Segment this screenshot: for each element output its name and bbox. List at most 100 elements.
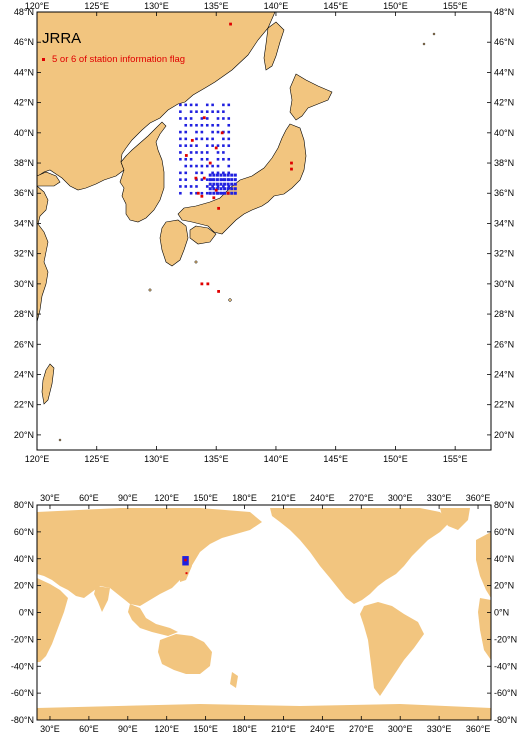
station-marker bbox=[200, 110, 204, 113]
station-marker bbox=[195, 144, 198, 147]
station-marker bbox=[200, 137, 204, 141]
station-marker bbox=[230, 178, 234, 182]
y-tick-label: 20°N bbox=[494, 430, 514, 440]
station-marker bbox=[189, 151, 193, 154]
station-marker bbox=[205, 157, 209, 161]
station-marker bbox=[189, 164, 193, 168]
y-tick-label: 32°N bbox=[494, 249, 514, 259]
station-marker bbox=[200, 178, 204, 181]
station-marker bbox=[216, 123, 220, 127]
station-marker bbox=[211, 185, 214, 188]
station-marker bbox=[195, 103, 198, 107]
station-marker bbox=[179, 130, 182, 134]
station-marker bbox=[205, 151, 209, 154]
y-tick-label: 30°N bbox=[14, 279, 34, 289]
station-marker bbox=[215, 173, 219, 177]
x-tick-label: 120°E bbox=[154, 724, 179, 734]
station-marker bbox=[230, 187, 234, 191]
station-marker bbox=[226, 178, 230, 182]
y-tick-label: -20°N bbox=[494, 634, 517, 644]
land-eurasia bbox=[37, 508, 262, 606]
y-tick-label: 40°N bbox=[494, 554, 514, 564]
y-tick-label: 40°N bbox=[14, 128, 34, 138]
y-tick-label: 34°N bbox=[494, 218, 514, 228]
station-marker bbox=[205, 110, 209, 113]
station-marker-flag bbox=[290, 167, 293, 171]
land-sakhalin bbox=[263, 21, 285, 71]
x-tick-label: 150°E bbox=[383, 454, 408, 464]
station-marker bbox=[184, 103, 188, 107]
land-kyushu bbox=[159, 219, 189, 267]
y-tick-label: 0°N bbox=[494, 608, 509, 618]
station-marker bbox=[211, 164, 214, 168]
x-tick-label: 150°E bbox=[193, 724, 218, 734]
y-tick-label: -80°N bbox=[11, 715, 34, 725]
station-marker bbox=[179, 110, 182, 113]
y-tick-label: 40°N bbox=[14, 554, 34, 564]
station-marker-flag bbox=[194, 176, 198, 180]
station-marker bbox=[216, 110, 220, 113]
station-marker bbox=[179, 144, 182, 147]
station-marker bbox=[216, 130, 220, 134]
station-marker bbox=[195, 110, 198, 113]
station-marker bbox=[200, 191, 204, 195]
station-marker bbox=[208, 178, 212, 182]
station-marker bbox=[211, 171, 214, 175]
station-marker-flag bbox=[214, 146, 218, 150]
station-marker bbox=[179, 137, 182, 141]
station-marker bbox=[219, 182, 223, 186]
x-tick-label: 130°E bbox=[144, 1, 169, 11]
station-marker bbox=[233, 182, 237, 186]
land-antarctica bbox=[37, 704, 491, 720]
x-tick-label: 360°E bbox=[466, 493, 491, 503]
station-marker bbox=[230, 191, 234, 195]
station-marker bbox=[222, 137, 225, 141]
x-tick-label: 270°E bbox=[349, 493, 374, 503]
station-marker bbox=[205, 178, 209, 181]
station-marker bbox=[222, 144, 225, 147]
station-marker bbox=[189, 103, 193, 107]
station-marker bbox=[226, 173, 230, 177]
station-marker bbox=[184, 178, 188, 181]
station-marker bbox=[195, 151, 198, 154]
station-marker bbox=[222, 110, 225, 113]
station-marker bbox=[195, 137, 198, 141]
x-tick-label: 135°E bbox=[204, 1, 229, 11]
land-india bbox=[94, 586, 110, 612]
global-station-cluster bbox=[182, 556, 189, 575]
land-australia bbox=[158, 634, 212, 674]
station-marker bbox=[189, 157, 193, 161]
y-tick-label: 20°N bbox=[494, 581, 514, 591]
station-marker bbox=[211, 110, 214, 113]
regional-land bbox=[36, 11, 436, 442]
y-tick-label: 26°N bbox=[14, 339, 34, 349]
station-marker bbox=[223, 187, 227, 191]
global-station-flag bbox=[185, 572, 188, 575]
station-marker bbox=[184, 117, 188, 120]
station-marker bbox=[189, 191, 193, 195]
station-marker bbox=[208, 173, 212, 177]
station-marker bbox=[223, 191, 227, 195]
land-islet bbox=[432, 32, 436, 36]
global-land bbox=[37, 508, 491, 720]
station-marker bbox=[195, 178, 198, 181]
y-tick-label: 60°N bbox=[494, 527, 514, 537]
land-islet bbox=[148, 288, 152, 292]
global-map: 30°E 30°E 60°E 60°E 90°E 90°E 120°E 120°E 150°E 1… bbox=[11, 493, 517, 734]
station-marker bbox=[216, 164, 220, 168]
global-axes: 30°E 30°E 60°E 60°E 90°E 90°E 120°E 120°E 150°E 1… bbox=[11, 493, 517, 734]
land-hokkaido bbox=[289, 73, 333, 121]
station-marker bbox=[216, 171, 220, 175]
y-tick-label: -80°N bbox=[494, 715, 517, 725]
station-marker bbox=[205, 185, 209, 188]
station-marker bbox=[184, 144, 188, 147]
station-marker bbox=[222, 103, 225, 107]
station-marker bbox=[208, 187, 212, 191]
station-marker bbox=[222, 157, 225, 161]
station-marker bbox=[216, 151, 220, 154]
y-tick-label: -40°N bbox=[494, 661, 517, 671]
station-marker bbox=[195, 123, 198, 127]
station-marker bbox=[233, 173, 237, 177]
station-marker bbox=[233, 191, 237, 195]
